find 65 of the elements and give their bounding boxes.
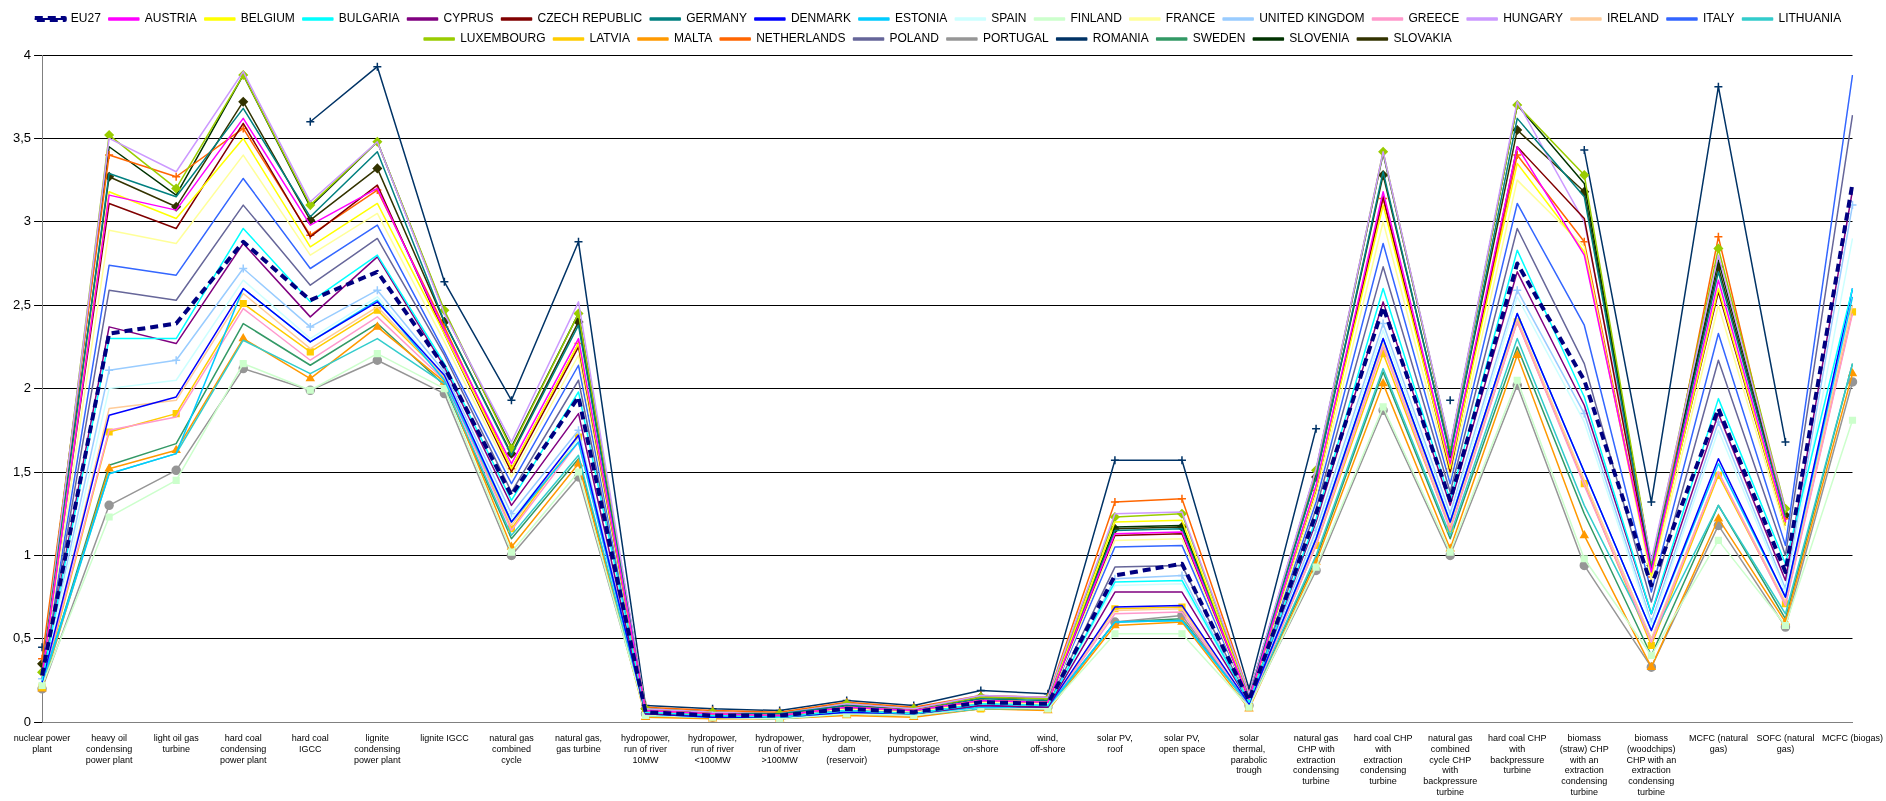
legend-label: ITALY <box>1702 11 1735 26</box>
x-tick-label: hard coal CHP with backpressure turbine <box>1487 733 1547 776</box>
legend-label: ROMANIA <box>1092 31 1149 46</box>
x-tick-label: MCFC (biogas) <box>1821 733 1883 744</box>
y-tick-label: 3 <box>23 213 32 229</box>
legend-label: BELGIUM <box>240 11 295 26</box>
x-tick-label: wind, on-shore <box>963 733 999 754</box>
x-tick-label: hydropower, run of river >100MW <box>755 733 805 765</box>
x-tick-label: hard coal CHP with extraction condensing turbine <box>1353 733 1413 787</box>
legend-label: HUNGARY <box>1503 11 1563 26</box>
legend-label: CZECH REPUBLIC <box>537 11 643 26</box>
legend-label: FRANCE <box>1165 11 1216 26</box>
legend-label: MALTA <box>673 31 713 46</box>
legend-label: GERMANY <box>686 11 747 26</box>
legend-label: IRELAND <box>1606 11 1660 26</box>
legend-label: SLOVAKIA <box>1393 31 1452 46</box>
legend-label: LATVIA <box>589 31 630 46</box>
x-tick-label: hydropower, dam (reservoir) <box>822 733 872 765</box>
legend-label: SWEDEN <box>1192 31 1246 46</box>
legend-label: FINLAND <box>1070 11 1123 26</box>
x-tick-label: heavy oil condensing power plant <box>85 733 133 765</box>
y-tick-label: 0 <box>23 713 32 729</box>
y-tick-label: 1,5 <box>12 463 32 479</box>
x-tick-label: natural gas, gas turbine <box>554 733 603 754</box>
x-tick-label: lignite condensing power plant <box>354 733 402 765</box>
x-tick-label: SOFC (natural gas) <box>1756 733 1815 754</box>
x-tick-label: natural gas combined cycle CHP with backpressure turbine <box>1423 733 1478 798</box>
x-tick-label: natural gas CHP with extraction condensing turbine <box>1293 733 1340 787</box>
x-tick-label: natural gas combined cycle <box>489 733 535 765</box>
y-tick-label: 4 <box>23 46 32 62</box>
x-tick-label: hard coal condensing power plant <box>219 733 267 765</box>
legend-label: SPAIN <box>991 11 1027 26</box>
x-tick-label: lignite IGCC <box>420 733 470 744</box>
legend-label: AUSTRIA <box>144 11 197 26</box>
legend-label: POLAND <box>889 31 940 46</box>
legend-label: LITHUANIA <box>1778 11 1842 26</box>
x-tick-label: nuclear power plant <box>13 733 71 754</box>
legend-label: EU27 <box>70 11 102 26</box>
legend-label: LUXEMBOURG <box>460 31 546 46</box>
legend-label: BULGARIA <box>338 11 400 26</box>
y-tick-label: 1 <box>23 546 32 562</box>
x-tick-label: hard coal IGCC <box>291 733 329 754</box>
x-tick-label: MCFC (natural gas) <box>1688 733 1748 754</box>
legend-label: UNITED KINGDOM <box>1259 11 1365 26</box>
legend-label: CYPRUS <box>443 11 494 26</box>
x-tick-label: solar PV, roof <box>1097 733 1133 754</box>
x-tick-label: wind, off-shore <box>1030 733 1066 754</box>
legend-label: SLOVENIA <box>1289 31 1350 46</box>
x-tick-label: hydropower, pumpstorage <box>887 733 941 754</box>
legend-label: ESTONIA <box>894 11 948 26</box>
y-tick-label: 2,5 <box>12 296 32 312</box>
x-tick-label: solar thermal, parabolic trough <box>1230 733 1268 776</box>
x-tick-label: biomass (woodchips) CHP with an extraction condensing turbine <box>1626 733 1677 798</box>
legend-label: NETHERLANDS <box>756 31 846 46</box>
legend-label: DENMARK <box>790 11 851 26</box>
x-tick-label: biomass (straw) CHP with an extraction condensing turbine <box>1559 733 1609 798</box>
x-tick-label: solar PV, open space <box>1158 733 1206 754</box>
legend-label: PORTUGAL <box>982 31 1049 46</box>
y-tick-label: 3,5 <box>12 129 32 145</box>
y-tick-label: 2 <box>23 380 32 396</box>
x-tick-label: light oil gas turbine <box>153 733 200 754</box>
legend-label: GREECE <box>1408 11 1460 26</box>
x-tick-label: hydropower, run of river <100MW <box>688 733 738 765</box>
y-tick-label: 0,5 <box>12 630 32 646</box>
x-tick-label: hydropower, run of river 10MW <box>621 733 671 765</box>
